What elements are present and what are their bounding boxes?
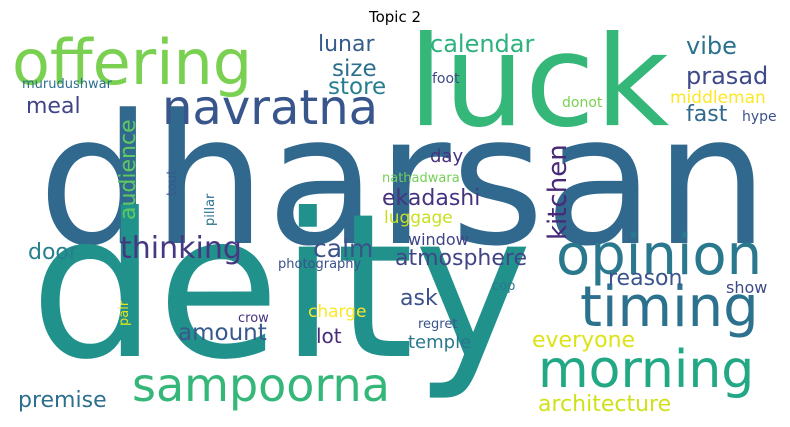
- word-hype: hype: [742, 109, 777, 125]
- word-opinion: opinion: [556, 223, 763, 288]
- word-pillar: pillar: [203, 193, 218, 226]
- word-photography: photography: [278, 257, 362, 272]
- word-thinking: thinking: [120, 231, 242, 266]
- word-ask: ask: [400, 286, 438, 311]
- word-offering: offering: [12, 30, 253, 99]
- chart-title: Topic 2: [368, 8, 422, 26]
- word-window: window: [408, 230, 469, 249]
- word-dharsan: dharsan: [38, 77, 769, 286]
- word-tout: tout: [165, 169, 180, 196]
- word-audience: audience: [116, 119, 141, 220]
- word-lot: lot: [316, 324, 342, 348]
- word-architecture: architecture: [538, 392, 672, 417]
- word-calm: calm: [313, 234, 374, 263]
- word-temple: temple: [408, 332, 472, 353]
- word-charge: charge: [308, 302, 367, 322]
- word-show: show: [726, 278, 768, 297]
- word-amount: amount: [178, 320, 267, 346]
- word-atmosphere: atmosphere: [395, 246, 527, 271]
- word-prasad: prasad: [686, 62, 769, 90]
- word-luggage: luggage: [384, 208, 453, 228]
- word-day: day: [430, 146, 464, 167]
- word-nathadwara: nathadwara: [382, 171, 460, 186]
- word-meal: meal: [26, 94, 81, 119]
- word-deity: deity: [30, 171, 533, 404]
- word-middleman: middleman: [670, 88, 766, 108]
- word-kitchen: kitchen: [543, 144, 573, 240]
- word-everyone: everyone: [532, 328, 636, 353]
- word-murudushwar: murudushwar: [22, 77, 112, 92]
- word-size: size: [332, 56, 377, 82]
- word-door: door: [28, 240, 78, 265]
- word-lunar: lunar: [318, 32, 375, 57]
- word-ekadashi: ekadashi: [382, 186, 481, 211]
- word-regret: regret: [418, 317, 458, 332]
- word-cop: cop: [492, 279, 516, 294]
- word-timing: timing: [580, 275, 759, 340]
- word-fast: fast: [686, 102, 728, 127]
- word-donot: donot: [562, 95, 603, 111]
- word-navratna: navratna: [162, 80, 379, 136]
- word-foot: foot: [432, 71, 460, 87]
- word-premise: premise: [18, 388, 107, 413]
- word-reason: reason: [608, 266, 683, 291]
- word-crow: crow: [238, 311, 269, 326]
- word-morning: morning: [538, 340, 755, 400]
- word-store: store: [328, 74, 387, 100]
- word-pair: pair: [117, 300, 132, 326]
- word-cloud: dharsan deity luck offering navratna opi…: [10, 30, 780, 420]
- word-sampoorna: sampoorna: [132, 358, 390, 412]
- word-calendar: calendar: [430, 30, 535, 58]
- word-vibe: vibe: [686, 32, 737, 60]
- word-luck: luck: [408, 30, 670, 156]
